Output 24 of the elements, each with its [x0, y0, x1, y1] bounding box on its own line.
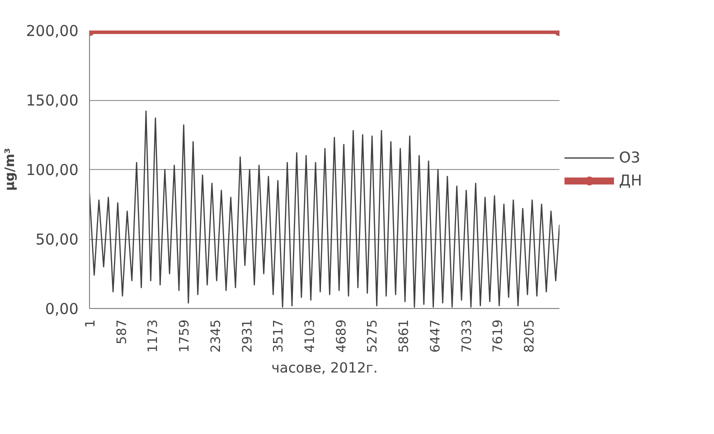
x-tick-label: 4103 — [303, 319, 318, 353]
legend-label: O3 — [619, 148, 640, 166]
x-axis-title: часове, 2012г. — [271, 360, 378, 377]
x-tick-label: 8205 — [522, 319, 538, 353]
x-tick-label: 2345 — [208, 319, 224, 353]
x-tick-label: 7033 — [460, 319, 475, 353]
x-tick-label: 1 — [84, 319, 98, 328]
y-tick-label: 50,00 — [36, 230, 79, 248]
y-axis-title: μg/m³ — [3, 148, 18, 191]
x-tick-label: 1173 — [146, 319, 162, 353]
x-tick-label: 2931 — [240, 319, 256, 353]
y-tick-label: 0,00 — [45, 300, 79, 318]
x-tick-label: 1759 — [178, 319, 193, 353]
y-tick-label: 150,00 — [26, 92, 79, 110]
x-tick-label: 3517 — [272, 319, 287, 353]
x-tick-label: 5275 — [366, 319, 381, 353]
y-tick-label: 200,00 — [26, 22, 79, 40]
x-tick-label: 6447 — [428, 319, 444, 353]
x-tick-label: 7619 — [491, 319, 506, 353]
x-tick-label: 4689 — [334, 319, 350, 353]
legend-label: ДН — [619, 172, 642, 190]
y-tick-label: 100,00 — [26, 161, 79, 179]
x-tick-label: 5861 — [397, 319, 412, 353]
x-tick-label: 587 — [114, 319, 130, 344]
